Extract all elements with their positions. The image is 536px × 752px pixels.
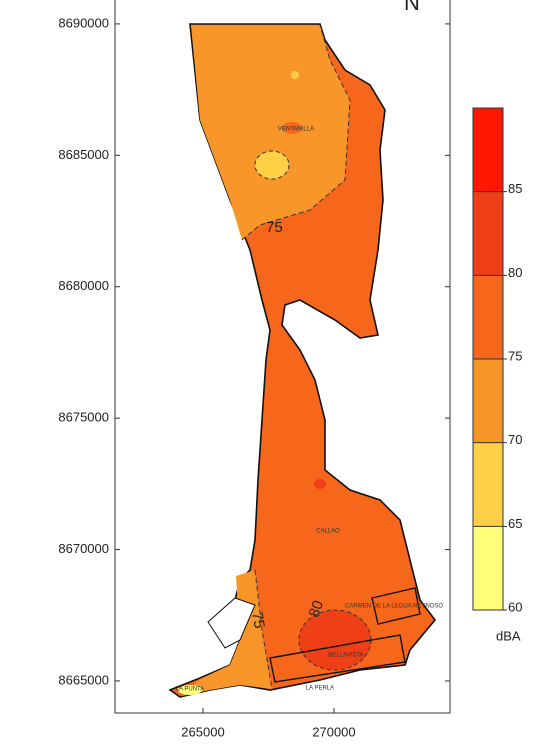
zone-80-85 [298,609,372,671]
colorbar-band [473,526,503,610]
x-tick-label: 270000 [312,724,355,739]
zone-70-75-south [182,570,272,696]
place-label: LA PERLA [306,686,334,692]
colorbar-tick-label: 60 [508,599,522,614]
place-label: VENTANILLA [278,127,314,133]
contour-line [254,569,273,690]
colorbar-band [473,359,503,443]
plot-frame [114,0,451,714]
y-tick-label: 8665000 [58,672,109,687]
district-outline [269,634,406,683]
y-tick-label: 8680000 [58,278,109,293]
x-tick-label: 265000 [181,724,224,739]
zone-80-85 [314,479,326,489]
colorbar-tick-label: 85 [508,181,522,196]
zone-70-75-north [191,25,350,240]
place-label: BELLAVISTA [328,653,363,659]
place-label: LA PUNTA [176,687,205,693]
colorbar-tick-label: 80 [508,265,522,280]
zone-75-80 [282,122,302,134]
colorbar-band [473,108,503,192]
colorbar-tick-label: 65 [508,516,522,531]
colorbar-tick-label: 70 [508,432,522,447]
port-outline [207,597,256,649]
contour-label: 75 [248,610,268,629]
y-tick-label: 8690000 [58,15,109,30]
zone-65-70 [254,150,290,180]
colorbar-band [473,191,503,276]
colorbar-unit: dBA [496,628,521,643]
y-tick-label: 8670000 [58,541,109,556]
y-tick-label: 8685000 [58,147,109,162]
place-label: CALLAO [316,529,340,535]
place-label: CARMEN DE LA LEGUA REYNOSO [345,604,443,610]
y-tick-label: 8675000 [58,410,109,425]
district-outline [371,587,421,625]
zone-60-65 [178,685,202,695]
zone-65-70 [291,71,299,79]
north-arrow: N [404,0,420,15]
colorbar-tick-label: 75 [508,348,522,363]
colorbar-band [473,275,503,359]
contour-line [241,24,351,241]
contour-label: 75 [266,219,283,236]
contour-label: 80 [306,598,328,619]
map-area: 75 75 80 VENTANILLA CALLAO CARMEN DE LA … [168,23,443,698]
colorbar-band [473,442,503,527]
